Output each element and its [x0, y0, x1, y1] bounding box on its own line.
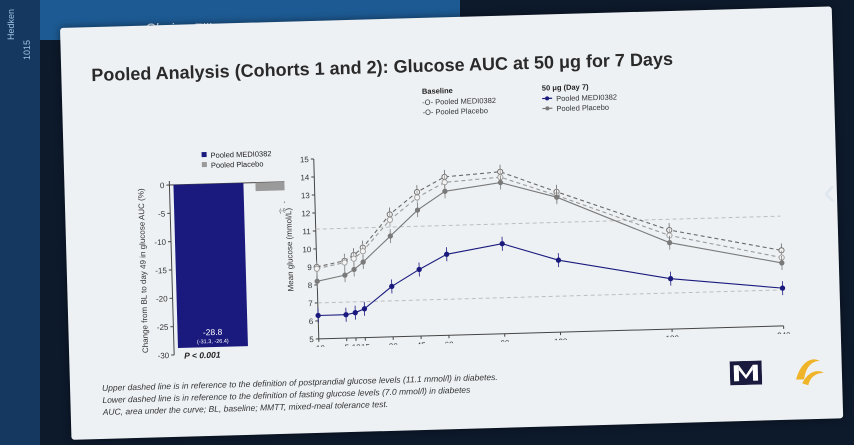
legend-group-title: Baseline — [422, 86, 453, 96]
x-tick-label: 90 — [500, 339, 510, 348]
y-tick-label: -5 — [158, 209, 166, 218]
data-point — [342, 272, 348, 278]
legend-entry: Pooled Placebo — [556, 103, 609, 113]
data-point — [554, 194, 560, 200]
y-tick-label: -10 — [154, 238, 166, 247]
legend-entry: -O- Pooled Placebo — [422, 106, 488, 117]
bar-medi0382 — [173, 182, 248, 349]
y-axis — [168, 180, 175, 355]
series-line — [316, 171, 782, 268]
y-tick-label: 5 — [309, 335, 314, 344]
strip-code: 1015 — [22, 39, 32, 60]
data-point — [359, 248, 366, 255]
legend-swatch — [201, 151, 207, 158]
chevron-right-icon: ‹ — [822, 169, 837, 214]
data-point — [341, 259, 348, 266]
x-tick-label: 60 — [445, 340, 455, 348]
data-point — [351, 266, 357, 273]
data-point — [555, 257, 562, 263]
data-point — [343, 312, 349, 318]
y-tick-label: 10 — [302, 245, 312, 254]
data-point — [360, 259, 366, 265]
y-axis-label: Change from BL to day 49 in glucose AUC … — [137, 188, 151, 353]
legend-entry: -O- Pooled MEDI0382 — [422, 96, 496, 107]
data-point — [352, 310, 358, 316]
legend-label: Pooled MEDI0382 — [210, 149, 271, 160]
reference-line — [315, 215, 781, 230]
x-tick-label: -10 — [313, 344, 325, 349]
y-tick-label: 14 — [300, 173, 310, 182]
y-tick-label: 15 — [300, 155, 310, 164]
x-tick-label: 120 — [554, 337, 568, 346]
data-point — [667, 275, 674, 282]
data-point — [779, 285, 786, 291]
y-tick-label: 13 — [301, 191, 311, 200]
data-point — [386, 216, 393, 223]
data-point — [314, 278, 320, 284]
y-tick-label: -30 — [158, 351, 170, 360]
data-point — [414, 194, 421, 201]
y-axis-label: Mean glucose (mmol/L) — [284, 207, 295, 291]
y-tick-label: 11 — [302, 227, 311, 236]
series-line — [317, 182, 782, 282]
y-tick-label: -15 — [155, 266, 167, 275]
x-tick-label: 10 — [352, 343, 362, 349]
legend-marker — [545, 96, 550, 101]
y-tick-label: 8 — [308, 281, 313, 290]
x-tick-label: 30 — [389, 342, 399, 349]
x-tick-label: 180 — [666, 334, 680, 343]
reference-line — [317, 289, 783, 304]
legend-entry: Pooled MEDI0382 — [556, 92, 617, 103]
y-tick-label: -20 — [156, 294, 168, 303]
y-tick-label: 6 — [309, 317, 314, 326]
series-line — [318, 243, 783, 317]
data-point — [350, 255, 357, 262]
y-tick-label: 12 — [301, 209, 311, 218]
data-point — [499, 241, 505, 247]
legend-swatch — [201, 161, 207, 168]
left-sidebar-strip: Hedken 1015 — [0, 0, 40, 445]
legend-label: Pooled Placebo — [211, 159, 264, 169]
data-point — [389, 283, 395, 290]
projected-slide: Pooled Analysis (Cohorts 1 and 2): Gluco… — [60, 6, 844, 440]
medimmune-logo — [729, 360, 763, 386]
data-point — [361, 306, 368, 312]
x-tick-label: 5 — [345, 343, 350, 349]
data-point — [416, 266, 422, 273]
x-tick-label: 15 — [361, 342, 371, 348]
data-point — [313, 265, 320, 272]
bar-ci-label: (-31.3, -26.4) — [197, 339, 229, 346]
legend-marker — [545, 106, 550, 111]
line-chart: Baseline-O- Pooled MEDI0382-O- Pooled Pl… — [284, 82, 791, 349]
y-tick-label: 0 — [160, 181, 165, 190]
data-point — [666, 240, 673, 246]
y-tick-label: 9 — [307, 263, 312, 272]
strip-label: Hedken — [6, 8, 16, 40]
legend-group-title: 50 μg (Day 7) — [542, 82, 589, 92]
data-point — [497, 179, 504, 186]
data-point — [444, 251, 450, 257]
x-tick-label: 240 — [777, 331, 791, 340]
data-point — [779, 260, 785, 266]
x-tick-label: 45 — [417, 341, 427, 349]
data-point — [442, 188, 448, 194]
bar-ci-label: (-5.3, 2.3) — [279, 208, 289, 215]
data-point — [387, 233, 393, 239]
bar-placebo — [255, 180, 290, 192]
y-tick-label: -25 — [157, 323, 169, 332]
data-point — [315, 312, 321, 319]
bar-value-label: -28.8 — [203, 327, 223, 338]
astrazeneca-logo — [796, 359, 824, 386]
data-point — [441, 179, 448, 186]
x-axis — [318, 325, 784, 340]
p-value: P < 0.001 — [184, 350, 221, 361]
data-point — [414, 207, 421, 213]
y-tick-label: 7 — [308, 299, 313, 308]
series-line — [316, 176, 782, 270]
